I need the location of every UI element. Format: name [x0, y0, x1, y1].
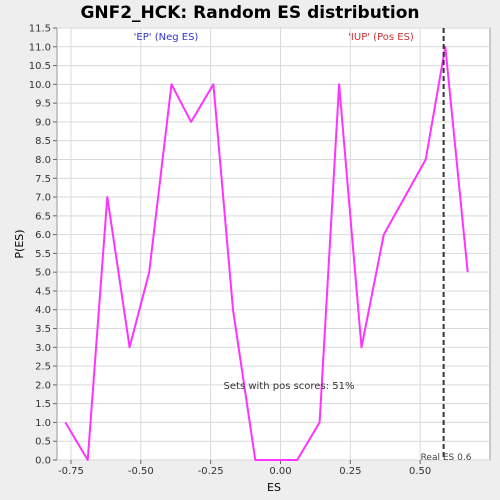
y-tick-label: 10.0 [29, 80, 51, 91]
y-tick-label: 6.5 [35, 211, 51, 222]
pos-scores-annotation: Sets with pos scores: 51% [224, 381, 355, 392]
x-tick-label: 0.00 [269, 466, 291, 477]
y-tick-label: 3.0 [35, 343, 51, 354]
y-tick-label: 1.0 [35, 418, 51, 429]
plot-area [56, 27, 491, 461]
y-tick-label: 2.0 [35, 380, 51, 391]
y-tick-label: 5.0 [35, 268, 51, 279]
x-tick-label: 0.50 [409, 466, 431, 477]
y-tick-label: 5.5 [35, 249, 51, 260]
x-axis-ticks: -0.75 -0.50 -0.25 0.00 0.25 0.50 [58, 460, 431, 477]
y-tick-label: 9.5 [35, 99, 51, 110]
x-tick-label: -0.50 [128, 466, 154, 477]
y-tick-label: 10.5 [29, 61, 51, 72]
y-axis-ticks: 0.0 0.5 1.0 1.5 2.0 2.5 3.0 3.5 4.0 4.5 5.0 5.5 6.0 6… [29, 24, 57, 467]
series-layer [64, 45, 469, 461]
y-tick-label: 2.5 [35, 362, 51, 373]
x-axis-label: ES [267, 481, 281, 494]
es-distribution-line [64, 45, 469, 461]
x-tick-label: -0.25 [198, 466, 224, 477]
y-tick-label: 11.0 [29, 42, 51, 53]
y-tick-label: 11.5 [29, 24, 51, 35]
grid-lines [57, 27, 490, 461]
y-tick-label: 8.0 [35, 155, 51, 166]
y-tick-label: 1.5 [35, 399, 51, 410]
chart-title: GNF2_HCK: Random ES distribution [80, 3, 419, 23]
y-tick-label: 7.0 [35, 193, 51, 204]
y-tick-label: 3.5 [35, 324, 51, 335]
y-tick-label: 6.0 [35, 230, 51, 241]
pos-es-label: 'IUP' (Pos ES) [348, 32, 414, 43]
y-tick-label: 8.5 [35, 136, 51, 147]
y-tick-label: 4.5 [35, 286, 51, 297]
y-tick-label: 0.5 [35, 437, 51, 448]
y-tick-label: 7.5 [35, 174, 51, 185]
neg-es-label: 'EP' (Neg ES) [134, 32, 199, 43]
x-tick-label: 0.25 [339, 466, 361, 477]
y-axis-label: P(ES) [13, 229, 26, 258]
y-tick-label: 4.0 [35, 305, 51, 316]
x-tick-label: -0.75 [58, 466, 84, 477]
y-tick-label: 0.0 [35, 456, 51, 467]
y-tick-label: 9.0 [35, 117, 51, 128]
real-es-label: Real ES 0.6 [421, 453, 472, 463]
